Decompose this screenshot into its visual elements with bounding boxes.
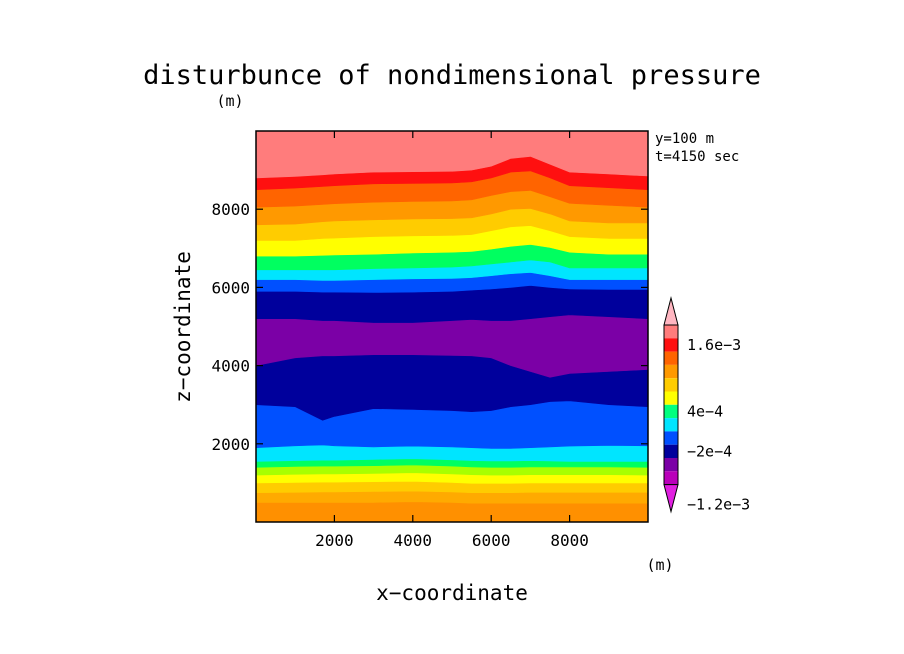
colorbar-swatch (664, 391, 678, 405)
colorbar-unit-label: (m) (646, 556, 673, 574)
x-tick-label: 2000 (315, 531, 354, 550)
y-tick-label: 2000 (211, 435, 250, 454)
y-tick-label: 8000 (211, 200, 250, 219)
colorbar-swatch (664, 364, 678, 379)
colorbar: 1.6e−3 4e−4 −2e−4 −1.2e−3 (663, 296, 750, 514)
y-tick-label: 6000 (211, 278, 250, 297)
chart-title: disturbunce of nondimensional pressure (143, 60, 761, 91)
colorbar-arrow-bottom (663, 484, 679, 514)
colorbar-swatch (664, 471, 678, 485)
colorbar-swatch (664, 444, 678, 458)
colorbar-swatch (664, 338, 678, 352)
contour-band (256, 444, 648, 462)
plot-frame (255, 130, 649, 523)
colorbar-tick-label: 4e−4 (687, 402, 723, 420)
contour-band (256, 131, 648, 179)
colorbar-tick-label: −1.2e−3 (687, 496, 750, 514)
x-tick-label: 8000 (550, 531, 589, 550)
colorbar-swatch (664, 458, 678, 472)
contour-band (256, 490, 648, 504)
x-axis-label: x−coordinate (376, 581, 528, 605)
colorbar-swatch (664, 418, 678, 432)
colorbar-swatch (664, 378, 678, 392)
contour-band (256, 501, 648, 522)
y-axis-label: z−coordinate (171, 251, 195, 403)
x-axis: 2000 4000 6000 8000 (315, 131, 589, 550)
y-tick-label: 4000 (211, 357, 250, 376)
colorbar-swatch (664, 431, 678, 445)
annotation-y: y=100 m (655, 131, 714, 147)
colorbar-swatch (664, 325, 678, 339)
colorbar-tick-label: 1.6e−3 (687, 336, 741, 354)
contour-field (256, 131, 648, 522)
x-tick-label: 6000 (472, 531, 511, 550)
colorbar-tick-label: −2e−4 (687, 442, 732, 460)
y-axis: 2000 4000 6000 8000 (211, 200, 648, 454)
y-unit-label: (m) (216, 92, 243, 110)
x-tick-label: 4000 (394, 531, 433, 550)
colorbar-swatch (664, 404, 678, 419)
colorbar-arrow-top (663, 296, 679, 326)
annotation-time: t=4150 sec (655, 149, 739, 165)
colorbar-swatch (664, 351, 678, 365)
